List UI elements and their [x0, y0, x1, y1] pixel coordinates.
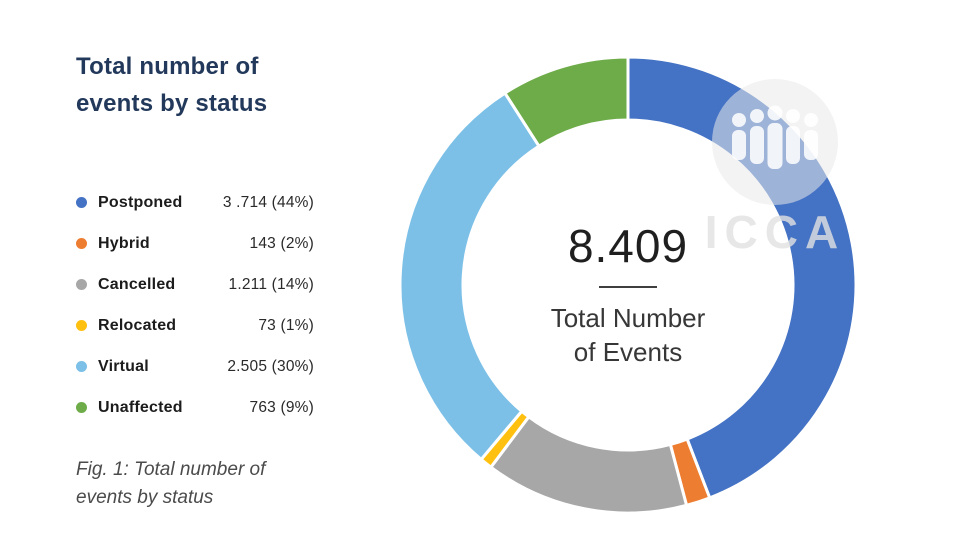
legend-value: 3 .714 (44%) [222, 193, 314, 211]
legend-value: 73 (1%) [258, 316, 314, 334]
donut-center-block: 8.409 Total Number of Events [478, 219, 778, 369]
donut-slice-unaffected [502, 55, 630, 149]
legend-item-relocated: Relocated 73 (1%) [76, 305, 314, 346]
total-events-value: 8.409 [567, 220, 689, 272]
legend-swatch [76, 361, 87, 372]
legend: Postponed 3 .714 (44%) Hybrid 143 (2%) Cance… [76, 182, 314, 428]
legend-swatch [76, 320, 87, 331]
figure-caption-line2: events by status [76, 487, 214, 508]
legend-swatch [76, 279, 87, 290]
legend-value: 763 (9%) [249, 398, 314, 416]
center-divider [599, 286, 657, 288]
legend-swatch [76, 197, 87, 208]
figure-caption-line1: Fig. 1: Total number of [76, 459, 266, 480]
legend-value: 1.211 (14%) [228, 275, 314, 293]
donut-slice-virtual [398, 90, 542, 462]
total-events-label-line2: of Events [573, 337, 683, 367]
legend-item-unaffected: Unaffected 763 (9%) [76, 387, 314, 428]
legend-swatch [76, 238, 87, 249]
total-events-label: Total Number of Events [478, 301, 778, 369]
legend-value: 143 (2%) [249, 234, 314, 252]
legend-label: Relocated [98, 316, 177, 334]
legend-item-cancelled: Cancelled 1.211 (14%) [76, 264, 314, 305]
legend-label: Unaffected [98, 398, 183, 416]
legend-value: 2.505 (30%) [227, 357, 314, 375]
legend-label: Hybrid [98, 234, 150, 252]
figure-caption: Fig. 1: Total number of events by status [76, 456, 265, 512]
legend-swatch [76, 402, 87, 413]
legend-label: Virtual [98, 357, 149, 375]
legend-label: Postponed [98, 193, 183, 211]
chart-title-line1: Total number of [76, 53, 259, 80]
chart-title-line2: events by status [76, 90, 268, 117]
legend-item-postponed: Postponed 3 .714 (44%) [76, 182, 314, 223]
legend-item-hybrid: Hybrid 143 (2%) [76, 223, 314, 264]
legend-label: Cancelled [98, 275, 176, 293]
total-events-label-line1: Total Number [550, 303, 706, 333]
chart-title: Total number of events by status [76, 48, 267, 122]
donut-slice-cancelled [488, 414, 689, 515]
legend-item-virtual: Virtual 2.505 (30%) [76, 346, 314, 387]
